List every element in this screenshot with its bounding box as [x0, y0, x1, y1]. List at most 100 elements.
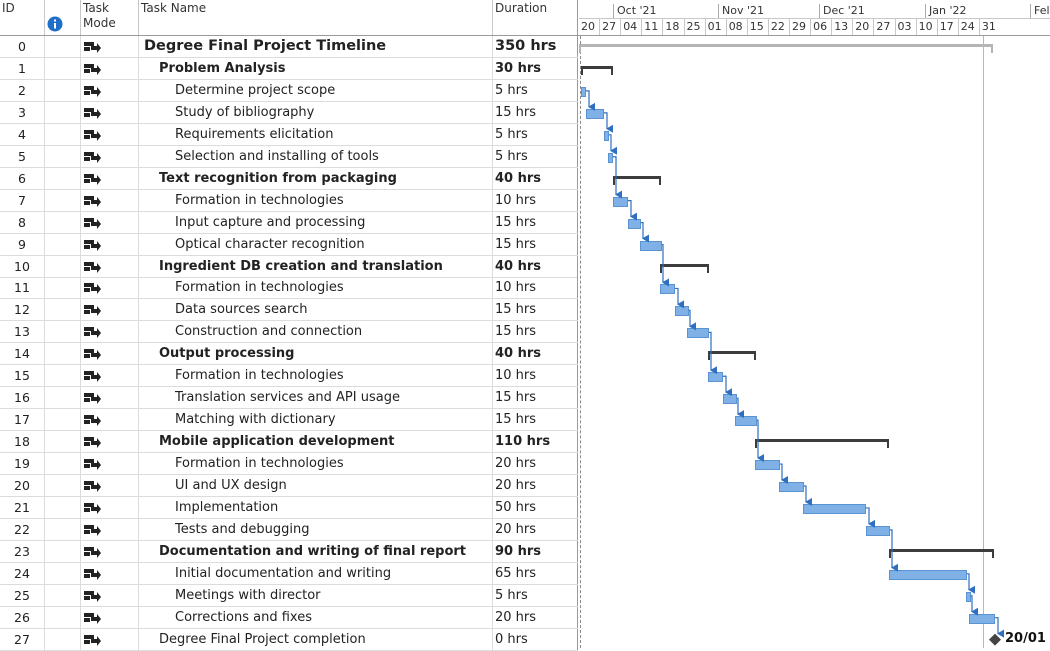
task-mode-cell[interactable] — [81, 409, 139, 431]
task-name[interactable]: Formation in technologies — [139, 453, 493, 475]
task-mode-cell[interactable] — [81, 233, 139, 255]
task-row[interactable]: 25 Meetings with director 5 hrs — [0, 584, 578, 607]
task-duration[interactable]: 20 hrs — [493, 453, 578, 475]
task-mode-cell[interactable] — [81, 365, 139, 387]
task-mode-cell[interactable] — [81, 145, 139, 167]
task-mode-cell[interactable] — [81, 475, 139, 496]
task-mode-cell[interactable] — [81, 387, 139, 409]
task-mode-cell[interactable] — [81, 343, 139, 365]
task-mode-cell[interactable] — [81, 628, 139, 650]
col-header-id[interactable]: ID — [0, 0, 45, 35]
task-row[interactable]: 10 Ingredient DB creation and translation… — [0, 255, 578, 278]
task-duration[interactable]: 5 hrs — [493, 584, 578, 606]
task-row[interactable]: 7 Formation in technologies 10 hrs — [0, 189, 578, 212]
task-duration[interactable]: 15 hrs — [493, 409, 578, 431]
task-duration[interactable]: 5 hrs — [493, 79, 578, 101]
task-name[interactable]: Input capture and processing — [139, 211, 493, 233]
task-duration[interactable]: 30 hrs — [493, 57, 578, 79]
task-name[interactable]: Initial documentation and writing — [139, 562, 493, 584]
task-row[interactable]: 12 Data sources search 15 hrs — [0, 299, 578, 322]
task-mode-cell[interactable] — [81, 431, 139, 453]
task-row[interactable]: 21 Implementation 50 hrs — [0, 496, 578, 519]
task-duration[interactable]: 15 hrs — [493, 233, 578, 255]
task-duration[interactable]: 10 hrs — [493, 365, 578, 387]
task-name[interactable]: Formation in technologies — [139, 277, 493, 299]
task-mode-cell[interactable] — [81, 299, 139, 321]
task-row[interactable]: 19 Formation in technologies 20 hrs — [0, 453, 578, 476]
task-row[interactable]: 26 Corrections and fixes 20 hrs — [0, 606, 578, 629]
task-row[interactable]: 5 Selection and installing of tools 5 hrs — [0, 145, 578, 168]
task-row[interactable]: 23 Documentation and writing of final rep… — [0, 540, 578, 563]
task-name[interactable]: Study of bibliography — [139, 101, 493, 123]
task-bar[interactable] — [755, 460, 780, 471]
task-duration[interactable]: 20 hrs — [493, 475, 578, 496]
task-row[interactable]: 16 Translation services and API usage 15 h… — [0, 387, 578, 410]
task-mode-cell[interactable] — [81, 255, 139, 277]
task-row[interactable]: 0 Degree Final Project Timeline 350 hrs — [0, 36, 578, 58]
task-row[interactable]: 6 Text recognition from packaging 40 hrs — [0, 167, 578, 190]
task-mode-cell[interactable] — [81, 453, 139, 475]
task-duration[interactable]: 110 hrs — [493, 431, 578, 453]
task-row[interactable]: 24 Initial documentation and writing 65 hr… — [0, 562, 578, 585]
task-mode-cell[interactable] — [81, 562, 139, 584]
task-mode-cell[interactable] — [81, 277, 139, 299]
task-mode-cell[interactable] — [81, 57, 139, 79]
col-header-duration[interactable]: Duration — [493, 0, 578, 35]
task-row[interactable]: 4 Requirements elicitation 5 hrs — [0, 123, 578, 146]
task-duration[interactable]: 10 hrs — [493, 189, 578, 211]
task-name[interactable]: Documentation and writing of final repor… — [139, 540, 493, 562]
summary-bar[interactable] — [708, 351, 756, 355]
col-header-indicators[interactable] — [45, 0, 81, 35]
task-mode-cell[interactable] — [81, 606, 139, 628]
task-duration[interactable]: 10 hrs — [493, 277, 578, 299]
task-mode-cell[interactable] — [81, 101, 139, 123]
task-row[interactable]: 2 Determine project scope 5 hrs — [0, 79, 578, 102]
task-bar[interactable] — [866, 525, 890, 536]
task-bar[interactable] — [640, 240, 662, 251]
task-name[interactable]: Tests and debugging — [139, 518, 493, 540]
task-name[interactable]: Mobile application development — [139, 431, 493, 453]
task-mode-cell[interactable] — [81, 496, 139, 518]
task-mode-cell[interactable] — [81, 321, 139, 343]
summary-bar[interactable] — [581, 65, 613, 69]
task-row[interactable]: 11 Formation in technologies 10 hrs — [0, 277, 578, 300]
task-row[interactable]: 22 Tests and debugging 20 hrs — [0, 518, 578, 541]
task-duration[interactable]: 15 hrs — [493, 321, 578, 343]
col-header-task-mode[interactable]: Task Mode — [81, 0, 139, 35]
task-duration[interactable]: 15 hrs — [493, 101, 578, 123]
task-name[interactable]: Meetings with director — [139, 584, 493, 606]
task-name[interactable]: Output processing — [139, 343, 493, 365]
task-name[interactable]: Degree Final Project Timeline — [139, 36, 493, 57]
task-name[interactable]: Formation in technologies — [139, 365, 493, 387]
col-header-task-name[interactable]: Task Name — [139, 0, 493, 35]
task-name[interactable]: Ingredient DB creation and translation — [139, 255, 493, 277]
task-duration[interactable]: 50 hrs — [493, 496, 578, 518]
task-name[interactable]: Translation services and API usage — [139, 387, 493, 409]
task-name[interactable]: Selection and installing of tools — [139, 145, 493, 167]
task-duration[interactable]: 350 hrs — [493, 36, 578, 57]
task-duration[interactable]: 65 hrs — [493, 562, 578, 584]
task-row[interactable]: 1 Problem Analysis 30 hrs — [0, 57, 578, 80]
task-name[interactable]: Determine project scope — [139, 79, 493, 101]
task-name[interactable]: Optical character recognition — [139, 233, 493, 255]
task-bar[interactable] — [687, 328, 709, 339]
task-duration[interactable]: 20 hrs — [493, 606, 578, 628]
task-row[interactable]: 13 Construction and connection 15 hrs — [0, 321, 578, 344]
task-bar[interactable] — [803, 503, 866, 514]
summary-bar[interactable] — [889, 548, 994, 552]
task-mode-cell[interactable] — [81, 123, 139, 145]
task-mode-cell[interactable] — [81, 518, 139, 540]
task-row[interactable]: 20 UI and UX design 20 hrs — [0, 475, 578, 497]
task-name[interactable]: Implementation — [139, 496, 493, 518]
task-duration[interactable]: 20 hrs — [493, 518, 578, 540]
task-mode-cell[interactable] — [81, 36, 139, 57]
task-mode-cell[interactable] — [81, 189, 139, 211]
task-row[interactable]: 17 Matching with dictionary 15 hrs — [0, 409, 578, 432]
task-bar[interactable] — [586, 108, 604, 119]
task-mode-cell[interactable] — [81, 540, 139, 562]
task-row[interactable]: 15 Formation in technologies 10 hrs — [0, 365, 578, 388]
task-bar[interactable] — [779, 482, 804, 492]
task-name[interactable]: Problem Analysis — [139, 57, 493, 79]
summary-bar[interactable] — [613, 175, 661, 179]
task-duration[interactable]: 5 hrs — [493, 123, 578, 145]
